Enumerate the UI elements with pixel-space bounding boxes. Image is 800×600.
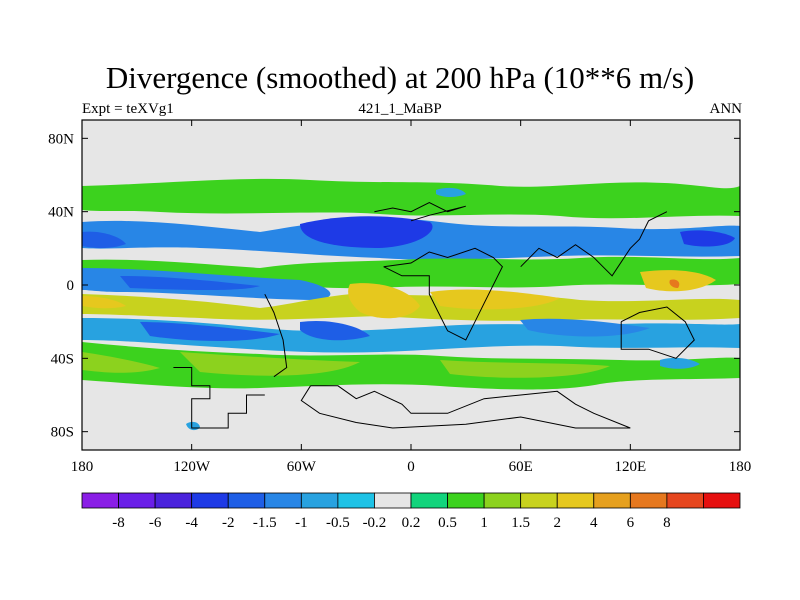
colorbar-label-10: 1: [480, 515, 488, 531]
coastline-5: [620, 306, 695, 359]
y-tick-label-4: 80S: [51, 425, 74, 441]
plot-title: Divergence (smoothed) at 200 hPa (10**6 …: [105, 60, 695, 95]
colorbar-box-12: [520, 492, 558, 509]
y-tick-label-3: 40S: [51, 351, 74, 367]
colorbar-label-11: 1.5: [511, 515, 530, 531]
colorbar-box-9: [410, 492, 448, 509]
y-tick-label-0: 80N: [48, 131, 74, 147]
contour-sh-midlat-band: [82, 342, 740, 390]
contour-sh-midlat-core-west: [82, 352, 160, 373]
x-tick-label-3: 0: [407, 459, 415, 475]
season-label: ANN: [709, 101, 743, 117]
colorbar-box-8: [374, 492, 412, 509]
coastline-1: [300, 385, 631, 429]
contour-nh-pos-band: [82, 178, 740, 219]
x-tick-label-5: 120E: [614, 459, 646, 475]
colorbar-label-6: -0.5: [326, 515, 350, 531]
contour-nh-neg-core-west: [82, 231, 126, 248]
y-tick-label-2: 0: [67, 278, 75, 294]
colorbar-label-3: -2: [222, 515, 235, 531]
colorbar-box-15: [629, 492, 668, 509]
contour-sh-pos-core-africa: [430, 289, 560, 310]
colorbar-label-8: 0.2: [402, 515, 421, 531]
colorbar-label-13: 4: [590, 515, 598, 531]
colorbar-box-4: [227, 492, 266, 509]
colorbar-label-2: -4: [185, 515, 198, 531]
colorbar-box-11: [483, 492, 522, 509]
colorbar-label-9: 0.5: [438, 515, 457, 531]
case-label: 421_1_MaBP: [358, 101, 442, 117]
colorbar-box-0: [81, 492, 119, 509]
contour-sh-neg-core-center: [300, 320, 370, 341]
colorbar-label-0: -8: [112, 515, 125, 531]
coastline-3: [383, 247, 504, 341]
colorbar-box-3: [191, 492, 229, 509]
colorbar-box-14: [593, 492, 631, 509]
contour-sh-midlat-core: [180, 352, 360, 376]
colorbar-label-14: 6: [627, 515, 635, 531]
contour-small-neg-sh: [660, 357, 700, 369]
colorbar-box-17: [703, 492, 741, 509]
colorbar-box-13: [556, 492, 595, 509]
coastline-0: [173, 367, 265, 429]
colorbar-box-10: [447, 492, 485, 509]
x-tick-label-0: 180: [71, 459, 94, 475]
x-tick-label-6: 180: [729, 459, 752, 475]
contour-field: [82, 178, 740, 431]
contour-sh-pos-core-pacific: [640, 270, 716, 292]
colorbar: -8 -6 -4 -2 -1.5 -1 -0.5 -0.2 0.2 0.5 1 1.5 2 4 6 8: [81, 492, 741, 531]
contour-sh-pos-max-pacific: [669, 279, 680, 288]
colorbar-box-6: [300, 492, 339, 509]
colorbar-label-7: -0.2: [363, 515, 387, 531]
x-axis: 180 120W 60W 0 60E 120E 180: [71, 120, 752, 475]
contour-sh-neg-core-indian: [520, 318, 650, 337]
coastline-4: [520, 211, 668, 277]
experiment-label: Expt = teXVg1: [82, 101, 174, 117]
colorbar-box-7: [337, 492, 375, 509]
colorbar-box-2: [154, 492, 193, 509]
x-tick-label-2: 60W: [287, 459, 317, 475]
contour-sh-pos-core: [348, 283, 420, 319]
coastlines: [173, 201, 695, 429]
contour-sh-midlat-core-indian: [440, 360, 610, 378]
y-axis: 80N 40N 0 40S 80S: [48, 131, 740, 441]
coastline-6: [264, 293, 288, 378]
contour-nh-neg-core: [300, 216, 433, 248]
colorbar-label-12: 2: [553, 515, 561, 531]
contour-eq-neg-core: [120, 276, 260, 290]
contour-sh-pos-core-west: [82, 296, 126, 309]
colorbar-box-1: [118, 492, 156, 509]
colorbar-label-15: 8: [663, 515, 671, 531]
colorbar-box-16: [666, 492, 704, 509]
colorbar-label-4: -1.5: [253, 515, 277, 531]
contour-nh-neg-core-pacific: [680, 230, 735, 247]
colorbar-label-5: -1: [295, 515, 308, 531]
y-tick-label-1: 40N: [48, 205, 74, 221]
coastline-2: [374, 201, 466, 222]
contour-sh-neg-core: [140, 322, 280, 341]
x-tick-label-4: 60E: [509, 459, 533, 475]
colorbar-box-5: [264, 492, 302, 509]
x-tick-label-1: 120W: [173, 459, 211, 475]
colorbar-label-1: -6: [149, 515, 162, 531]
contour-small-neg-arctic: [436, 187, 466, 197]
